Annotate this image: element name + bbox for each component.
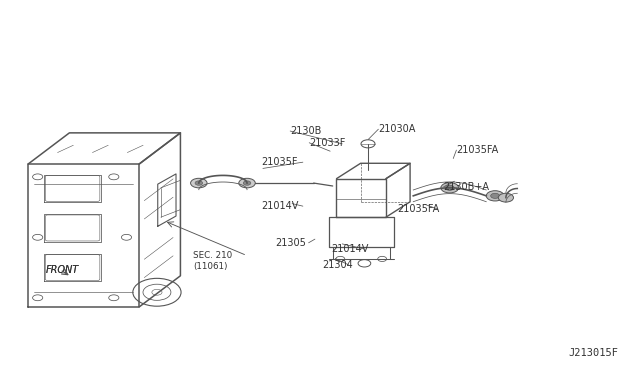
Text: 21035FA: 21035FA bbox=[397, 204, 440, 214]
Circle shape bbox=[239, 178, 255, 188]
Text: SEC. 210
(11061): SEC. 210 (11061) bbox=[193, 251, 232, 271]
Text: 21305: 21305 bbox=[276, 238, 307, 248]
Circle shape bbox=[486, 191, 504, 201]
Text: FRONT: FRONT bbox=[46, 264, 79, 275]
Circle shape bbox=[243, 181, 251, 185]
Text: 21014V: 21014V bbox=[332, 244, 369, 254]
Text: J213015F: J213015F bbox=[568, 348, 618, 358]
Circle shape bbox=[441, 183, 459, 193]
Text: 21035F: 21035F bbox=[262, 157, 298, 167]
Text: 21033F: 21033F bbox=[309, 138, 346, 148]
Text: 2130B: 2130B bbox=[290, 126, 321, 136]
Circle shape bbox=[445, 185, 454, 190]
Text: 21304: 21304 bbox=[322, 260, 353, 270]
Text: 21014V: 21014V bbox=[262, 201, 299, 211]
Text: 2130B+A: 2130B+A bbox=[444, 182, 490, 192]
Circle shape bbox=[195, 181, 203, 185]
Circle shape bbox=[499, 193, 513, 202]
Text: 21035FA: 21035FA bbox=[456, 145, 499, 155]
Circle shape bbox=[491, 193, 500, 198]
Circle shape bbox=[191, 178, 207, 188]
Text: FRONT: FRONT bbox=[46, 264, 79, 275]
Text: 21030A: 21030A bbox=[378, 124, 416, 134]
